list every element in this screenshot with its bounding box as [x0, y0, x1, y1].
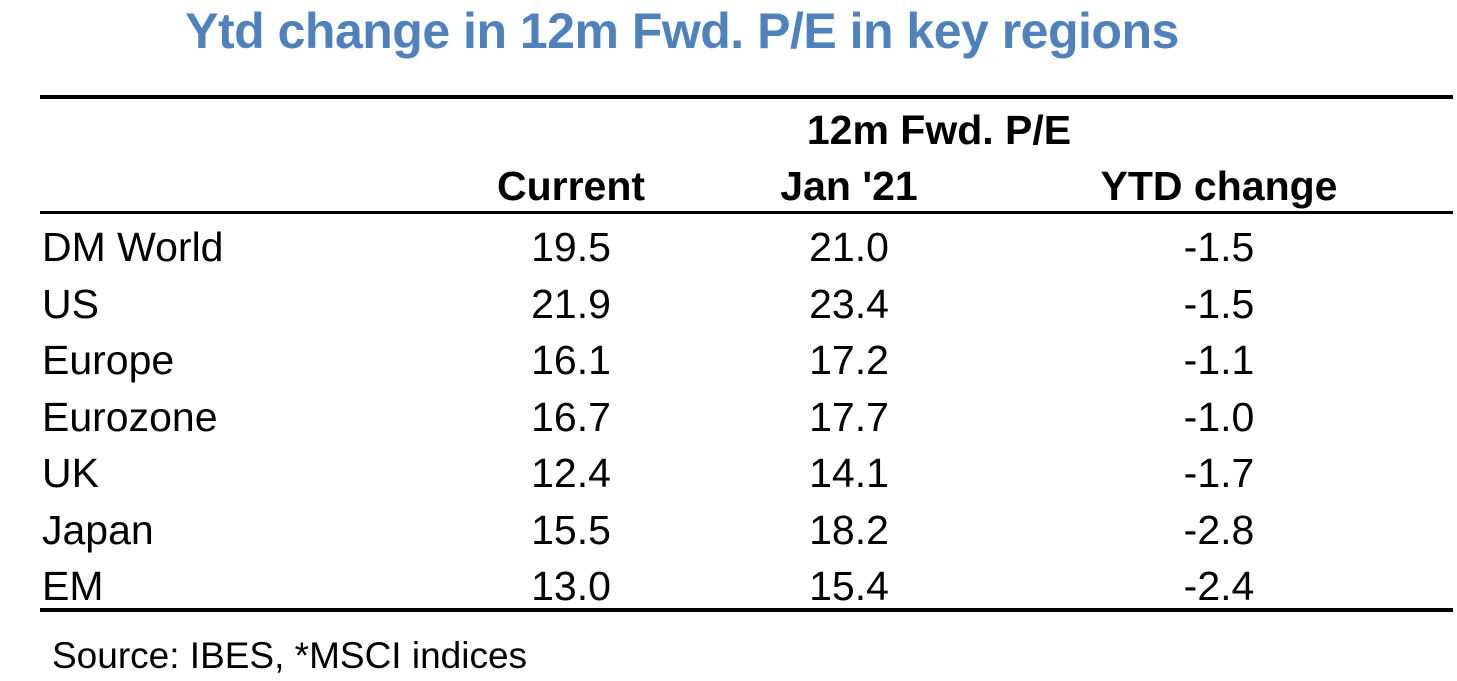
row-ytd-change-value: -2.8	[1183, 506, 1255, 553]
source-note: Source: IBES, *MSCI indices	[52, 635, 528, 676]
table-row: US 21.9 23.4 -1.5	[0, 280, 1457, 340]
table-row: Europe 16.1 17.2 -1.1	[0, 340, 1457, 396]
row-jan21-value: 15.4	[809, 563, 889, 609]
table-row: EM 13.0 15.4 -2.4	[0, 566, 1457, 622]
column-header-ytd-change: YTD change	[1100, 163, 1338, 209]
chart-title: Ytd change in 12m Fwd. P/E in key region…	[185, 3, 1179, 59]
row-ytd-change-value: -2.4	[1183, 563, 1255, 609]
row-current-value: 21.9	[531, 280, 611, 327]
column-header-jan21: Jan '21	[780, 163, 918, 209]
row-current-value: 13.0	[531, 563, 611, 609]
row-region-label: UK	[42, 450, 99, 496]
row-current-value: 19.5	[531, 224, 611, 270]
row-region-label: US	[42, 280, 99, 327]
row-current-value: 16.1	[531, 337, 611, 383]
row-jan21-value: 17.7	[809, 393, 889, 440]
row-ytd-change-value: -1.7	[1183, 450, 1255, 496]
table-row: Japan 15.5 18.2 -2.8	[0, 506, 1457, 566]
row-ytd-change-value: -1.1	[1183, 337, 1255, 383]
row-region-label: Europe	[42, 337, 175, 383]
row-region-label: Japan	[42, 506, 154, 553]
row-jan21-value: 21.0	[809, 224, 889, 270]
row-current-value: 15.5	[531, 506, 611, 553]
row-region-label: Eurozone	[42, 393, 218, 440]
row-ytd-change-value: -1.0	[1183, 393, 1255, 440]
row-jan21-value: 18.2	[809, 506, 889, 553]
top-rule	[40, 95, 1453, 99]
row-jan21-value: 14.1	[809, 450, 889, 496]
table-row: DM World 19.5 21.0 -1.5	[0, 227, 1457, 283]
row-ytd-change-value: -1.5	[1183, 280, 1255, 327]
row-ytd-change-value: -1.5	[1183, 224, 1255, 270]
row-jan21-value: 23.4	[809, 280, 889, 327]
row-current-value: 12.4	[531, 450, 611, 496]
row-current-value: 16.7	[531, 393, 611, 440]
row-region-label: DM World	[42, 224, 224, 270]
bottom-rule	[40, 608, 1453, 612]
group-header: 12m Fwd. P/E	[806, 107, 1072, 153]
row-region-label: EM	[42, 563, 104, 609]
column-header-current: Current	[496, 163, 646, 209]
table-row: Eurozone 16.7 17.7 -1.0	[0, 393, 1457, 453]
table-row: UK 12.4 14.1 -1.7	[0, 453, 1457, 509]
row-jan21-value: 17.2	[809, 337, 889, 383]
header-rule	[40, 211, 1453, 214]
